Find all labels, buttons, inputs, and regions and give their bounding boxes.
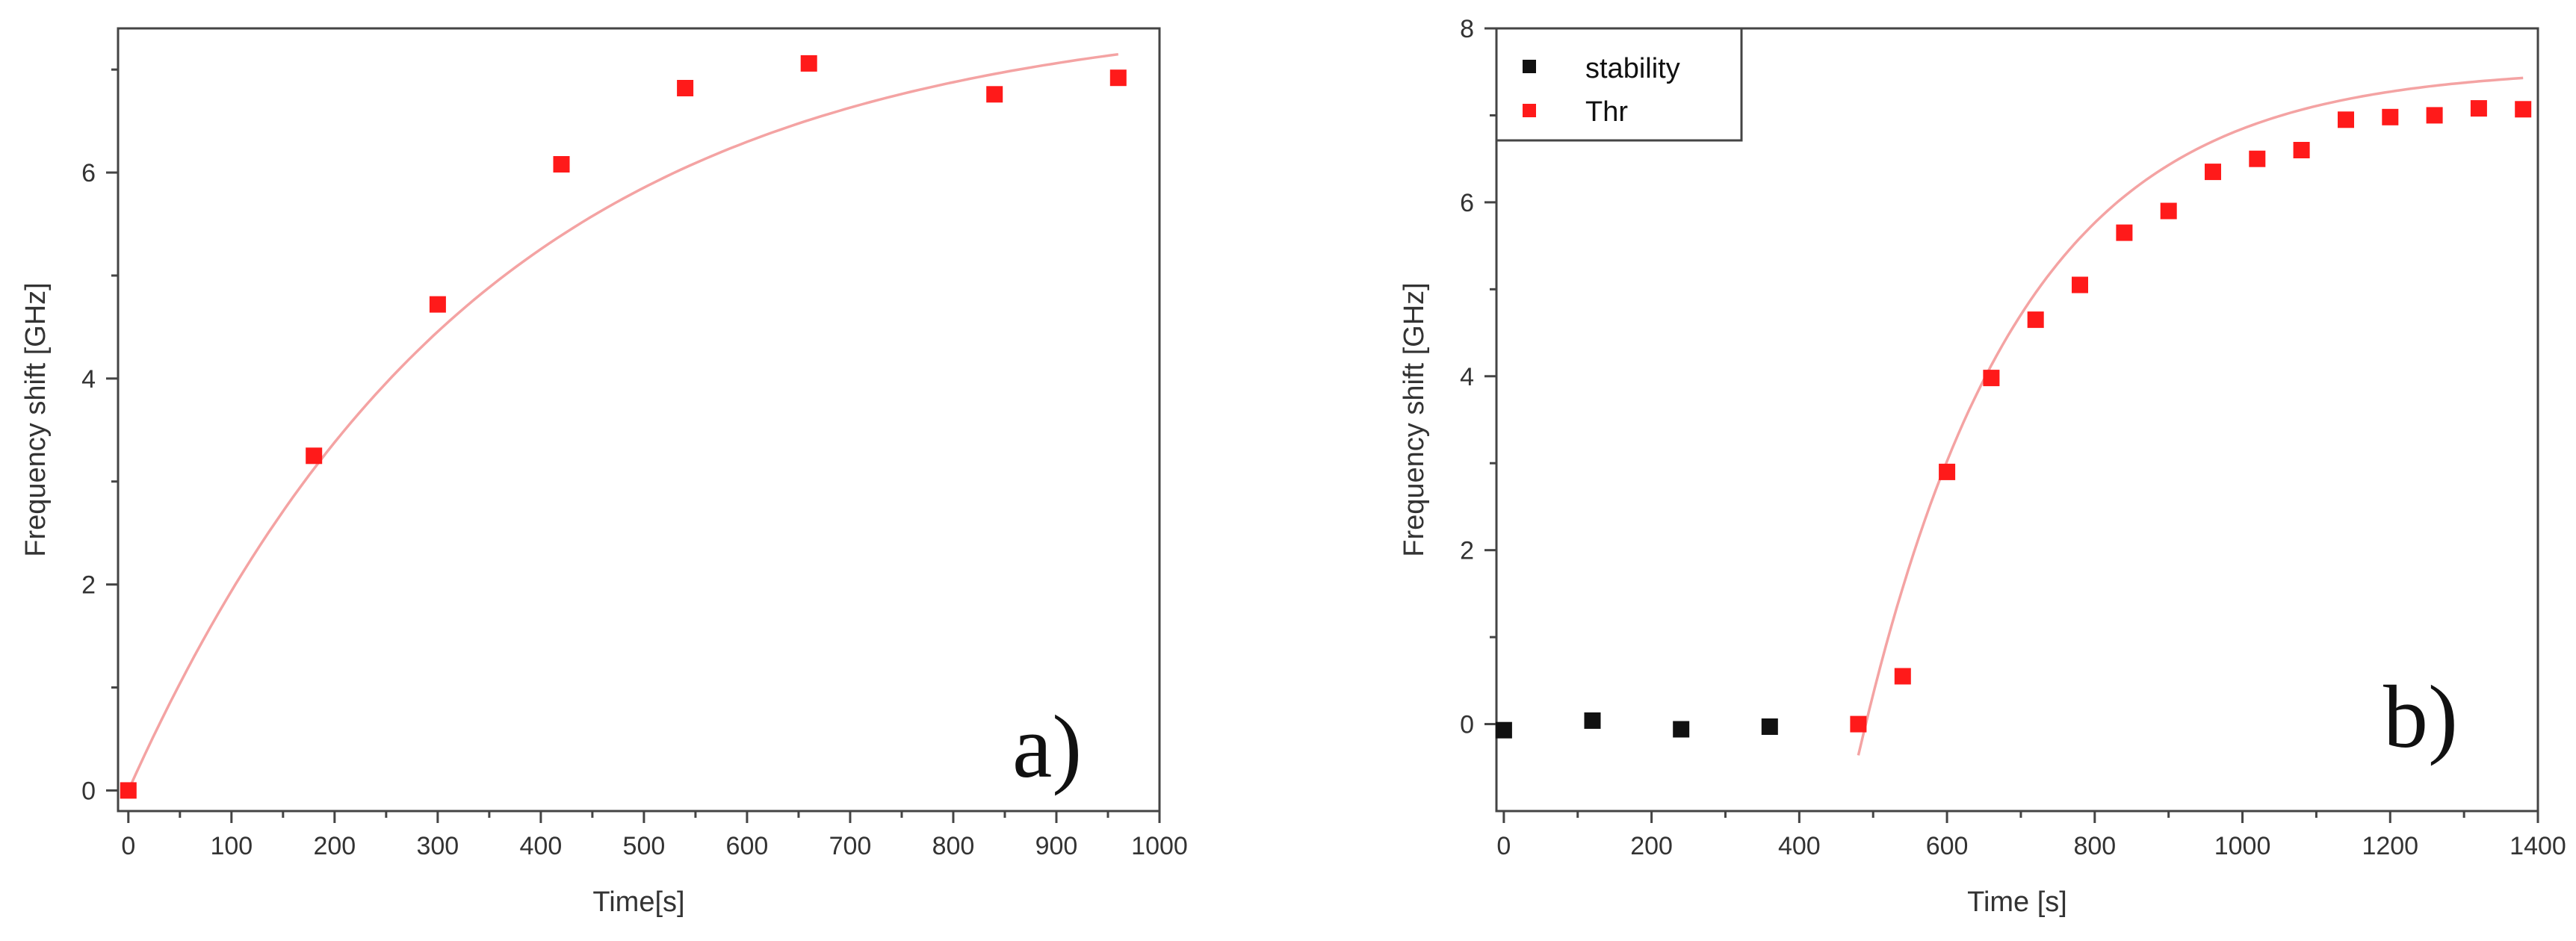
data-point-thr bbox=[429, 296, 446, 313]
x-tick-label: 100 bbox=[210, 832, 253, 860]
x-tick-label: 1000 bbox=[2214, 832, 2271, 860]
y-tick-label: 8 bbox=[1460, 15, 1474, 43]
data-point-thr bbox=[2160, 202, 2177, 220]
data-point-thr bbox=[2515, 101, 2532, 118]
x-tick-label: 800 bbox=[2073, 832, 2116, 860]
x-tick-label: 0 bbox=[1496, 832, 1511, 860]
y-tick-label: 2 bbox=[81, 571, 96, 600]
data-point-thr bbox=[1109, 69, 1127, 87]
data-point-thr bbox=[2027, 311, 2044, 329]
data-point-thr bbox=[2382, 108, 2399, 125]
data-point-thr bbox=[2293, 142, 2310, 158]
data-point-thr bbox=[2249, 150, 2266, 167]
data-point-thr bbox=[1894, 668, 1911, 685]
panel-a-y-axis-title: Frequency shift [GHz] bbox=[20, 282, 52, 556]
panel-b-y-ticks: 0 2 4 6 8 bbox=[1460, 15, 1496, 739]
panel-b-data-points bbox=[1495, 100, 2532, 739]
x-tick-label: 600 bbox=[1926, 832, 1969, 860]
x-tick-label: 300 bbox=[416, 832, 459, 860]
data-point-thr bbox=[306, 447, 323, 465]
data-point-thr bbox=[2205, 164, 2221, 181]
data-point-thr bbox=[2470, 100, 2487, 117]
x-tick-label: 1400 bbox=[2510, 832, 2566, 860]
panel-a: 0 100 200 300 400 500 600 700 800 900 1000 0 2 4 6 Ti… bbox=[20, 27, 1188, 918]
legend-marker-stability bbox=[1523, 60, 1536, 73]
y-tick-label: 6 bbox=[81, 159, 96, 187]
data-point-stability bbox=[1761, 718, 1778, 735]
panel-b-plot-frame bbox=[1495, 27, 2539, 813]
legend-marker-thr bbox=[1523, 104, 1536, 117]
panel-b-y-axis-title: Frequency shift [GHz] bbox=[1399, 282, 1430, 556]
data-point-thr bbox=[2426, 107, 2443, 124]
x-tick-label: 700 bbox=[829, 832, 872, 860]
legend-label-thr: Thr bbox=[1585, 96, 1628, 128]
panel-a-label: a) bbox=[1012, 697, 1082, 796]
x-tick-label: 900 bbox=[1035, 832, 1078, 860]
panel-a-data-points bbox=[120, 55, 1127, 799]
panel-b-x-axis-title: Time [s] bbox=[1967, 886, 2067, 918]
panel-b-legend: stability Thr bbox=[1495, 27, 1743, 142]
panel-a-fit-curve bbox=[127, 52, 1119, 792]
data-point-stability bbox=[1673, 721, 1690, 738]
legend-box bbox=[1495, 27, 1743, 142]
panel-a-y-ticks: 0 2 4 6 bbox=[81, 68, 118, 805]
data-point-stability bbox=[1584, 712, 1601, 729]
data-point-thr bbox=[800, 55, 817, 72]
data-point-thr bbox=[553, 156, 570, 173]
data-point-thr bbox=[677, 80, 694, 96]
data-point-thr bbox=[1983, 370, 2000, 387]
y-tick-label: 4 bbox=[1460, 363, 1474, 391]
data-point-thr bbox=[2338, 111, 2354, 128]
data-point-stability bbox=[1495, 721, 1512, 739]
x-tick-label: 800 bbox=[932, 832, 975, 860]
x-tick-label: 0 bbox=[121, 832, 135, 860]
x-tick-label: 500 bbox=[623, 832, 666, 860]
panel-a-x-ticks: 0 100 200 300 400 500 600 700 800 900 1000 bbox=[121, 811, 1188, 860]
panel-b-label: b) bbox=[2383, 667, 2458, 766]
panel-b-fit-curve bbox=[1857, 76, 2524, 756]
x-tick-label: 400 bbox=[520, 832, 563, 860]
y-tick-label: 4 bbox=[81, 365, 96, 394]
panel-a-plot-frame bbox=[117, 27, 1161, 813]
y-tick-label: 6 bbox=[1460, 189, 1474, 217]
y-tick-label: 0 bbox=[1460, 711, 1474, 739]
x-tick-label: 1000 bbox=[1131, 832, 1188, 860]
y-tick-label: 2 bbox=[1460, 537, 1474, 565]
x-tick-label: 200 bbox=[1630, 832, 1673, 860]
panel-a-x-axis-title: Time[s] bbox=[592, 886, 684, 918]
x-tick-label: 600 bbox=[726, 832, 769, 860]
data-point-thr bbox=[1850, 715, 1867, 733]
data-point-thr bbox=[120, 782, 137, 799]
legend-label-stability: stability bbox=[1585, 53, 1680, 84]
data-point-thr bbox=[986, 86, 1003, 103]
x-tick-label: 400 bbox=[1778, 832, 1821, 860]
x-tick-label: 200 bbox=[313, 832, 356, 860]
data-point-thr bbox=[1939, 463, 1956, 480]
data-point-thr bbox=[2116, 224, 2133, 241]
y-tick-label: 0 bbox=[81, 777, 96, 805]
x-tick-label: 1200 bbox=[2362, 832, 2418, 860]
panel-b-x-ticks: 0 200 400 600 800 1000 1200 1400 bbox=[1496, 811, 2566, 860]
panel-b: 0 200 400 600 800 1000 1200 1400 0 2 4 6 8 Time [s]… bbox=[1399, 15, 2566, 918]
data-point-thr bbox=[2072, 276, 2088, 294]
